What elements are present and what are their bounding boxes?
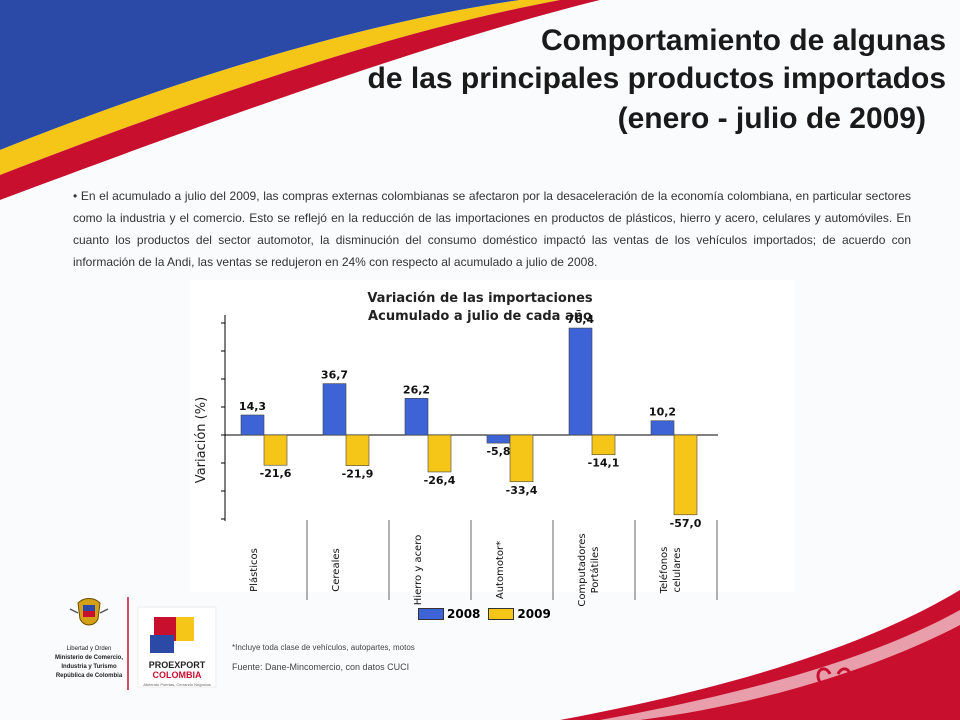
bar-2009-0: [263, 434, 288, 466]
bar-2009-1: [345, 434, 370, 466]
proexport-text-line-1: PROEXPORT: [148, 660, 206, 670]
category-label-5: celulares: [672, 548, 683, 593]
category-label-2: Hierro y acero: [413, 535, 424, 605]
chart-title-line-2: Acumulado a julio de cada año: [368, 309, 592, 324]
data-label-2008-1: 36,7: [321, 369, 348, 382]
ministry-text-line-4: República de Colombia: [55, 673, 123, 679]
legend-label-2009: 2009: [517, 607, 551, 621]
title-line-2: de las principales productos importados: [367, 62, 946, 95]
legend-swatch-2008: [418, 608, 444, 620]
bar-2008-1: [322, 383, 347, 436]
data-label-2008-0: 14,3: [239, 400, 266, 413]
data-label-2008-5: 10,2: [649, 406, 676, 419]
y-axis-label: Variación (%): [194, 397, 209, 483]
chart-title-line-1: Variación de las importaciones: [367, 291, 593, 306]
category-label-4: Computadores: [577, 533, 588, 606]
bullet-paragraph: • En el acumulado a julio del 2009, las …: [73, 189, 911, 269]
data-label-2008-4: 76,4: [567, 313, 594, 326]
bar-2008-5: [650, 420, 675, 436]
ministry-text-line-1: Libertad y Orden: [66, 646, 112, 652]
ministry-proexport-logos: [69, 597, 217, 690]
title-line-3: (enero - julio de 2009): [617, 102, 926, 135]
colombia-tagline: es pasión: [892, 694, 926, 704]
category-label-5: Teléfonos: [658, 547, 670, 595]
bar-2009-4: [591, 434, 616, 456]
data-label-2009-0: -21,6: [260, 467, 292, 480]
footnote-source: Fuente: Dane-Mincomercio, con datos CUCI: [232, 662, 410, 672]
bar-2008-4: [568, 327, 593, 436]
ministry-text: Libertad y Orden Ministerio de Comercio,…: [50, 645, 128, 681]
proexport-text-line-3: Abriendo Puertas, Cerrando Negocios: [143, 682, 211, 687]
data-label-2009-5: -57,0: [670, 517, 702, 530]
proexport-logo-icon: [137, 606, 217, 688]
colombia-heart-icon: [816, 667, 852, 704]
ministry-text-line-3: Industria y Turismo: [61, 664, 117, 670]
bar-2009-5: [673, 434, 698, 516]
data-label-2008-3: -5,8: [486, 445, 510, 458]
chart-title: Variación de las importaciones Acumulado…: [280, 290, 680, 326]
category-label-1: Cereales: [331, 548, 342, 591]
bar-2008-2: [404, 398, 429, 436]
proexport-text: PROEXPORT COLOMBIA Abriendo Puertas, Cer…: [138, 660, 216, 690]
coat-of-arms-icon: [69, 598, 109, 626]
ministry-text-line-2: Ministerio de Comercio,: [54, 655, 123, 661]
data-label-2009-3: -33,4: [506, 484, 538, 497]
data-label-2009-2: -26,4: [424, 474, 456, 487]
legend-item-2008: 2008: [418, 607, 480, 621]
data-label-2009-1: -21,9: [342, 468, 374, 481]
legend-item-2009: 2009: [488, 607, 551, 621]
data-label-2008-2: 26,2: [403, 383, 430, 396]
legend-label-2008: 2008: [447, 607, 481, 621]
chart-legend: 2008 2009: [418, 607, 551, 621]
bar-2009-2: [427, 434, 452, 473]
footnote-vehicles: *Incluye toda clase de vehículos, autopa…: [232, 643, 415, 652]
legend-swatch-2009: [488, 608, 515, 620]
category-label-4: Portátiles: [589, 547, 601, 594]
category-label-3: Automotor*: [495, 541, 506, 599]
data-label-2009-4: -14,1: [588, 457, 620, 470]
category-label-0: Plásticos: [248, 548, 260, 592]
bar-2008-3: [486, 434, 511, 444]
bar-2008-0: [240, 414, 265, 436]
title-line-1: Comportamiento de algunas: [540, 24, 946, 57]
bar-2009-3: [509, 434, 534, 483]
slide-title: Comportamiento de algunas de las princip…: [368, 22, 946, 138]
colombia-wordmark: Colombia: [850, 672, 934, 694]
proexport-text-line-2: COLOMBIA: [152, 670, 202, 680]
